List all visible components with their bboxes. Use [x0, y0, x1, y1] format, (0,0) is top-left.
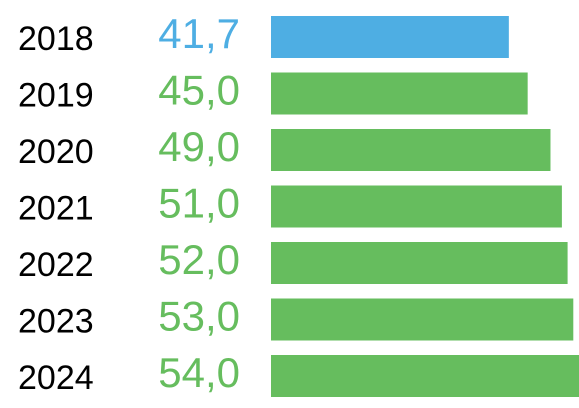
bar: [271, 16, 509, 58]
value-label: 53,0: [158, 293, 240, 340]
bar: [271, 72, 528, 115]
value-label: 41,7: [158, 10, 240, 57]
value-label: 45,0: [158, 67, 240, 114]
category-label: 2020: [18, 133, 94, 171]
category-label: 2022: [18, 246, 94, 284]
category-label: 2018: [18, 20, 94, 58]
value-label: 51,0: [158, 180, 240, 227]
value-label: 49,0: [158, 123, 240, 170]
value-label: 52,0: [158, 236, 240, 283]
category-label: 2024: [18, 359, 94, 397]
bar: [271, 242, 568, 284]
value-label: 54,0: [158, 349, 240, 396]
category-label: 2023: [18, 302, 94, 340]
bar: [271, 298, 574, 341]
bar: [271, 129, 551, 171]
category-label: 2019: [18, 76, 94, 114]
bar: [271, 185, 562, 228]
category-label: 2021: [18, 189, 94, 227]
bar: [271, 355, 579, 397]
